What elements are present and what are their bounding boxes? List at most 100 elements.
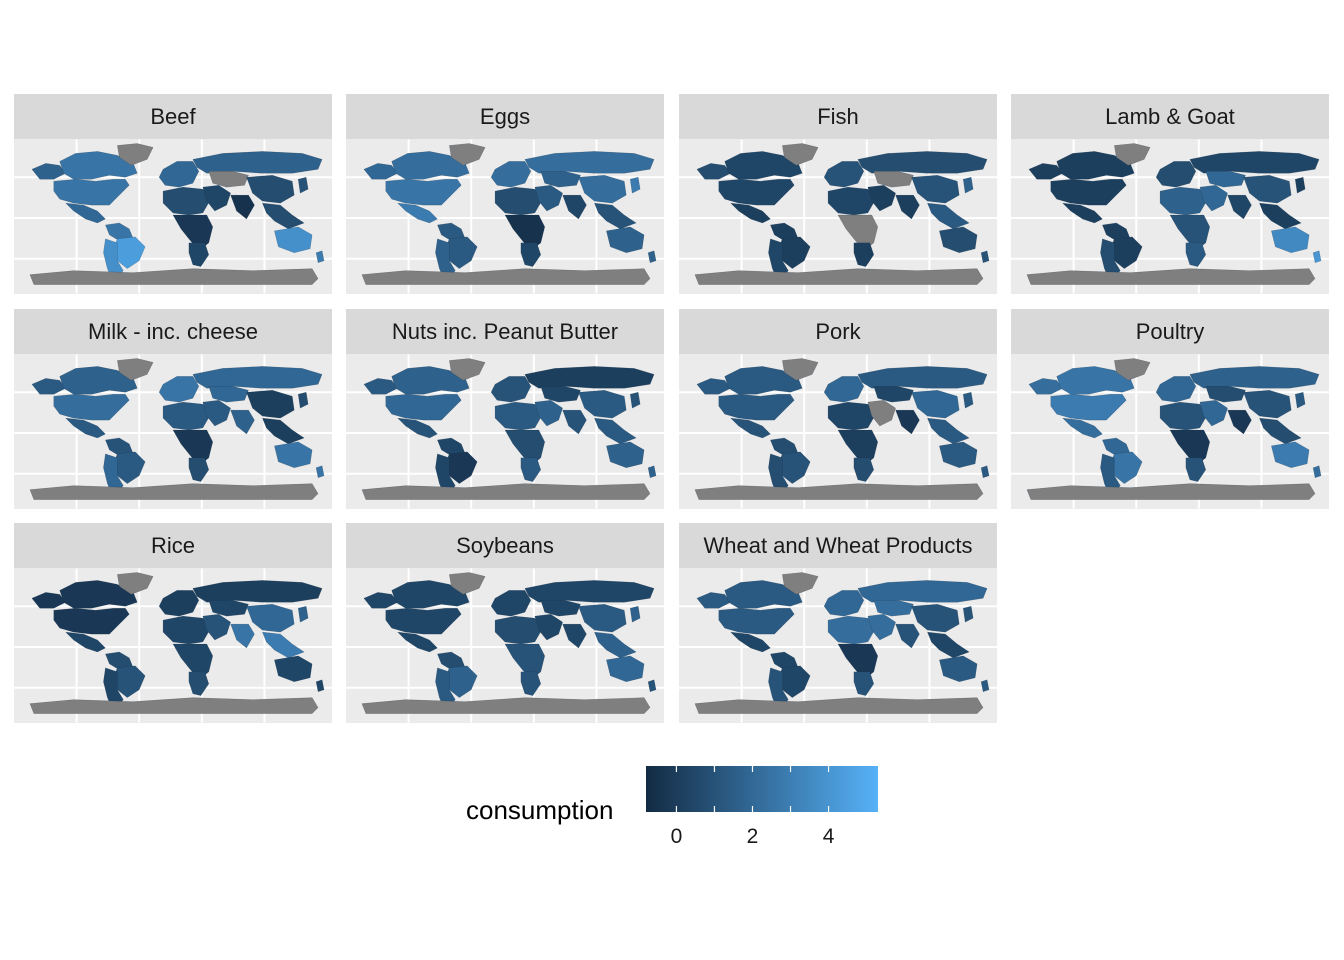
country-region-russia — [857, 366, 988, 389]
country-region-australia — [1271, 226, 1310, 254]
country-region-n_africa — [827, 615, 877, 645]
country-region-mexico — [729, 202, 771, 224]
facet-panel-beef: Beef — [14, 94, 332, 294]
country-region-india — [895, 194, 920, 220]
country-region-n_africa — [162, 186, 212, 216]
country-region-se_asia — [1259, 417, 1302, 445]
country-region-s_africa — [1185, 242, 1207, 267]
country-region-russia — [1189, 366, 1320, 389]
country-region-usa — [718, 607, 795, 635]
colorbar — [646, 766, 878, 812]
country-region-nz — [1312, 465, 1322, 479]
country-region-japan — [297, 176, 309, 194]
country-region-se_asia — [262, 417, 305, 445]
country-region-china — [246, 604, 295, 633]
world-map — [679, 354, 997, 509]
country-region-australia — [606, 226, 645, 254]
country-region-antarctic — [1026, 483, 1316, 500]
country-region-usa — [385, 393, 462, 421]
country-region-japan — [962, 391, 974, 409]
country-region-n_africa — [494, 401, 544, 431]
country-region-india — [1227, 409, 1252, 435]
country-region-se_asia — [927, 631, 970, 659]
country-region-mideast — [202, 184, 231, 212]
country-region-s_africa — [520, 671, 542, 696]
country-region-greenland — [782, 572, 819, 595]
world-map — [14, 568, 332, 723]
country-region-canada — [724, 151, 803, 180]
country-region-c_africa — [172, 643, 214, 681]
country-region-canada — [724, 580, 803, 609]
country-region-australia — [939, 226, 978, 254]
country-region-japan — [1294, 391, 1306, 409]
country-region-antarctic — [1026, 268, 1316, 285]
country-region-greenland — [449, 572, 486, 595]
world-map — [679, 139, 997, 294]
country-region-australia — [606, 441, 645, 469]
country-region-c_africa — [172, 214, 214, 252]
country-region-c_asia — [873, 600, 914, 617]
country-region-europe — [823, 161, 865, 188]
country-region-canada — [391, 580, 470, 609]
country-region-nz — [1312, 250, 1322, 264]
country-region-europe — [490, 161, 532, 188]
facet-panel-lamb-goat: Lamb & Goat — [1011, 94, 1329, 294]
country-region-china — [911, 604, 960, 633]
country-region-n_africa — [827, 186, 877, 216]
country-region-s_africa — [853, 671, 875, 696]
country-region-europe — [490, 590, 532, 617]
country-region-mexico — [64, 631, 106, 653]
map-plot-area — [14, 354, 332, 509]
legend-tick-label: 4 — [822, 825, 835, 848]
country-region-canada — [724, 366, 803, 395]
country-region-nz — [647, 465, 657, 479]
country-region-c_asia — [873, 171, 914, 188]
facet-panel-wheat: Wheat and Wheat Products — [679, 523, 997, 723]
map-plot-area — [679, 568, 997, 723]
country-region-usa — [1050, 393, 1127, 421]
facet-strip-label: Wheat and Wheat Products — [679, 523, 997, 568]
country-region-greenland — [449, 358, 486, 381]
country-region-nz — [647, 679, 657, 693]
country-region-europe — [1155, 376, 1197, 403]
country-region-mideast — [867, 613, 896, 641]
country-region-c_asia — [208, 386, 249, 403]
country-region-usa — [385, 178, 462, 206]
country-region-n_africa — [162, 401, 212, 431]
country-region-s_africa — [188, 457, 210, 482]
country-region-mexico — [64, 417, 106, 439]
country-region-c_asia — [540, 386, 581, 403]
country-region-c_africa — [1169, 214, 1211, 252]
country-region-usa — [718, 393, 795, 421]
map-plot-area — [14, 139, 332, 294]
country-region-antarctic — [361, 483, 651, 500]
country-region-europe — [158, 376, 200, 403]
world-map — [14, 354, 332, 509]
map-plot-area — [679, 139, 997, 294]
facet-panel-milk: Milk - inc. cheese — [14, 309, 332, 509]
country-region-se_asia — [594, 202, 637, 230]
country-region-australia — [274, 226, 313, 254]
country-region-c_asia — [1205, 386, 1246, 403]
country-region-usa — [385, 607, 462, 635]
country-region-antarctic — [694, 268, 984, 285]
country-region-nz — [315, 250, 325, 264]
country-region-india — [562, 409, 587, 435]
facet-strip-label: Pork — [679, 309, 997, 354]
facet-panel-soybeans: Soybeans — [346, 523, 664, 723]
country-region-canada — [1056, 151, 1135, 180]
map-plot-area — [679, 354, 997, 509]
country-region-se_asia — [262, 631, 305, 659]
country-region-russia — [857, 580, 988, 603]
map-plot-area — [1011, 139, 1329, 294]
country-region-china — [246, 390, 295, 419]
country-region-russia — [524, 151, 655, 174]
country-region-india — [895, 623, 920, 649]
country-region-greenland — [117, 572, 154, 595]
country-region-japan — [1294, 176, 1306, 194]
country-region-australia — [274, 655, 313, 683]
country-region-s_africa — [520, 457, 542, 482]
country-region-russia — [524, 366, 655, 389]
country-region-mideast — [1199, 399, 1228, 427]
facet-panel-fish: Fish — [679, 94, 997, 294]
